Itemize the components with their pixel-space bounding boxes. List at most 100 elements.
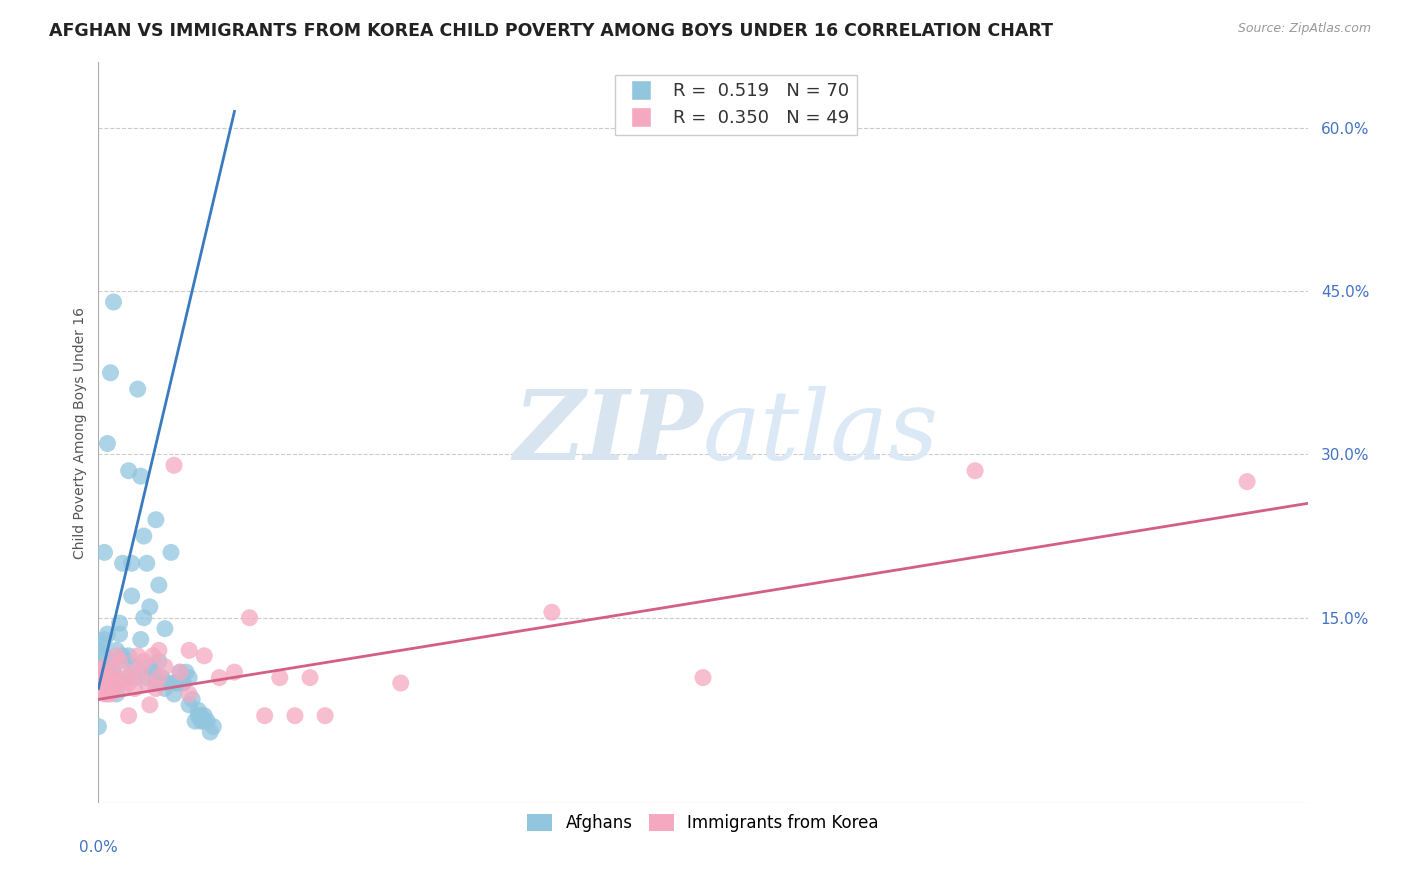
- Point: [153, 622, 176, 636]
- Point: [389, 676, 412, 690]
- Point: [193, 648, 215, 663]
- Point: [118, 671, 141, 685]
- Point: [142, 648, 165, 663]
- Point: [100, 654, 122, 668]
- Point: [148, 643, 170, 657]
- Point: [169, 665, 191, 680]
- Point: [163, 458, 186, 473]
- Point: [135, 556, 157, 570]
- Point: [96, 436, 118, 450]
- Point: [87, 643, 110, 657]
- Text: AFGHAN VS IMMIGRANTS FROM KOREA CHILD POVERTY AMONG BOYS UNDER 16 CORRELATION CH: AFGHAN VS IMMIGRANTS FROM KOREA CHILD PO…: [49, 22, 1053, 40]
- Point: [93, 545, 115, 559]
- Point: [145, 513, 167, 527]
- Point: [127, 382, 149, 396]
- Point: [135, 671, 157, 685]
- Point: [90, 681, 112, 696]
- Point: [253, 708, 276, 723]
- Point: [145, 681, 167, 696]
- Point: [193, 708, 215, 723]
- Point: [103, 681, 125, 696]
- Point: [111, 556, 134, 570]
- Point: [172, 676, 194, 690]
- Point: [127, 648, 149, 663]
- Point: [118, 464, 141, 478]
- Point: [190, 714, 212, 728]
- Point: [153, 681, 176, 696]
- Point: [208, 671, 231, 685]
- Text: ZIP: ZIP: [513, 385, 703, 480]
- Point: [145, 676, 167, 690]
- Point: [90, 659, 112, 673]
- Point: [93, 659, 115, 673]
- Point: [139, 659, 162, 673]
- Point: [129, 665, 152, 680]
- Point: [100, 366, 122, 380]
- Point: [121, 589, 143, 603]
- Point: [193, 714, 215, 728]
- Point: [100, 671, 122, 685]
- Point: [118, 648, 141, 663]
- Point: [105, 687, 128, 701]
- Point: [195, 714, 218, 728]
- Point: [163, 687, 186, 701]
- Point: [108, 627, 131, 641]
- Point: [93, 676, 115, 690]
- Point: [179, 698, 201, 712]
- Point: [184, 714, 207, 728]
- Point: [179, 671, 201, 685]
- Point: [142, 665, 165, 680]
- Point: [179, 687, 201, 701]
- Point: [129, 469, 152, 483]
- Point: [105, 643, 128, 657]
- Point: [166, 676, 188, 690]
- Point: [121, 556, 143, 570]
- Point: [172, 676, 194, 690]
- Point: [96, 671, 118, 685]
- Text: 0.0%: 0.0%: [79, 840, 118, 855]
- Point: [187, 703, 209, 717]
- Point: [108, 616, 131, 631]
- Point: [139, 599, 162, 614]
- Point: [96, 687, 118, 701]
- Point: [96, 671, 118, 685]
- Point: [150, 671, 173, 685]
- Point: [124, 659, 146, 673]
- Text: Source: ZipAtlas.com: Source: ZipAtlas.com: [1237, 22, 1371, 36]
- Point: [163, 676, 186, 690]
- Point: [135, 676, 157, 690]
- Point: [105, 648, 128, 663]
- Point: [129, 632, 152, 647]
- Point: [202, 720, 225, 734]
- Point: [153, 659, 176, 673]
- Point: [224, 665, 246, 680]
- Point: [90, 638, 112, 652]
- Point: [108, 654, 131, 668]
- Point: [132, 654, 155, 668]
- Point: [87, 720, 110, 734]
- Point: [132, 529, 155, 543]
- Y-axis label: Child Poverty Among Boys Under 16: Child Poverty Among Boys Under 16: [73, 307, 87, 558]
- Point: [93, 687, 115, 701]
- Point: [103, 671, 125, 685]
- Point: [314, 708, 336, 723]
- Point: [103, 665, 125, 680]
- Point: [118, 708, 141, 723]
- Point: [132, 611, 155, 625]
- Point: [108, 676, 131, 690]
- Point: [124, 671, 146, 685]
- Point: [160, 545, 183, 559]
- Point: [111, 681, 134, 696]
- Point: [103, 665, 125, 680]
- Point: [100, 687, 122, 701]
- Point: [965, 464, 987, 478]
- Point: [148, 654, 170, 668]
- Point: [181, 692, 204, 706]
- Point: [179, 643, 201, 657]
- Point: [139, 698, 162, 712]
- Point: [148, 578, 170, 592]
- Point: [103, 295, 125, 310]
- Point: [87, 665, 110, 680]
- Point: [284, 708, 307, 723]
- Point: [239, 611, 262, 625]
